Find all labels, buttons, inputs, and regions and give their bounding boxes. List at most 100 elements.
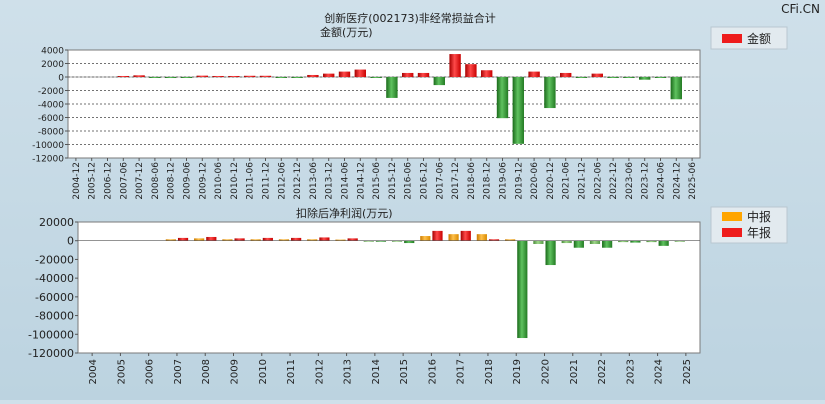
chart1-x-tick-label: 2021-12 (578, 162, 588, 200)
chart2-x-tick-label: 2021 (569, 359, 580, 384)
chart2-legend-swatch-interim (722, 212, 742, 221)
chart2-bar-annual (573, 240, 584, 248)
chart2-legend: 中报 年报 (710, 206, 788, 244)
chart2-bar-annual (545, 240, 556, 266)
chart1-bar (544, 77, 556, 109)
chart1-bar (591, 73, 603, 77)
chart1-bar (212, 75, 224, 77)
chart2-legend-label-annual: 年报 (747, 225, 771, 240)
chart1-legend-box (710, 26, 788, 50)
chart2-bar-interim (391, 240, 403, 242)
chart2-x-tick-label: 2024 (654, 359, 665, 384)
chart2-bar-annual (630, 240, 641, 243)
chart2-x-tick-label: 2017 (456, 359, 467, 384)
chart1-x-tick-label: 2010-12 (230, 162, 240, 200)
chart2-bar-interim (561, 240, 572, 244)
chart2-bar-interim (363, 240, 374, 242)
chart2-x-tick-label: 2015 (399, 359, 410, 384)
chart1-legend-swatch (722, 34, 742, 43)
chart1-x-tick-label: 2018-06 (467, 162, 477, 200)
chart2-bar-interim (646, 240, 657, 243)
chart2-bar-annual (602, 240, 613, 248)
chart2-bar-interim (165, 239, 176, 241)
chart2-bar-interim (476, 234, 487, 241)
chart1-bar (307, 74, 319, 77)
chart1-x-tick-label: 2024-06 (657, 162, 667, 200)
chart2-bar-annual (206, 236, 217, 241)
chart2-x-tick-label: 2018 (484, 359, 495, 384)
chart1-bar (654, 77, 667, 78)
chart1-bar (228, 75, 240, 77)
chart1-bar (180, 77, 193, 78)
chart1-bar (165, 77, 177, 79)
chart2-title: 扣除后净利润(万元) (296, 206, 393, 220)
chart1-x-tick-label: 2024-12 (672, 162, 682, 200)
chart2-x-tick-label: 2023 (625, 359, 636, 384)
chart1-bar (670, 77, 682, 100)
chart1-x-tick-label: 2015-12 (388, 162, 398, 200)
chart1-x-tick-label: 2012-12 (293, 162, 303, 200)
chart1-x-tick-label: 2017-12 (451, 162, 461, 200)
chart2-x-tick-label: 2011 (286, 359, 297, 384)
chart1-x-tick-label: 2019-12 (514, 162, 524, 200)
chart2-y-tick-label: -120000 (28, 347, 74, 360)
chart2-x-tick-label: 2016 (427, 359, 438, 384)
chart2-bar-annual (262, 237, 273, 241)
chart2-bar-annual (460, 230, 471, 241)
chart2-bars (78, 230, 700, 339)
chart1-x-tick-label: 2007-12 (135, 162, 145, 200)
chart2-bar-interim (335, 239, 346, 241)
chart2-bar-annual (347, 238, 358, 241)
chart2-y-tick-label: 20000 (39, 216, 74, 229)
chart2-x-tick-label: 2025 (682, 359, 693, 384)
chart1-bar (196, 75, 208, 77)
chart2-bar-interim (194, 238, 205, 241)
chart2-x-tick-label: 2020 (541, 359, 552, 384)
chart1-bar (323, 73, 335, 77)
chart1-bar (370, 77, 382, 78)
chart1-x-tick-label: 2018-12 (483, 162, 493, 200)
chart1-y-tick-label: 0 (58, 74, 64, 84)
chart2-x-tick-label: 2019 (512, 359, 523, 384)
chart2-bar-interim (222, 239, 233, 241)
chart1-x-tick-label: 2011-06 (246, 162, 256, 200)
chart1-title: 创新医疗(002173)非经常损益合计 (324, 11, 496, 25)
chart1-y-tick-label: -12000 (32, 155, 64, 165)
chart1-x-tick-label: 2023-06 (625, 162, 635, 200)
chart1-x-tick-label: 2019-06 (499, 162, 509, 200)
chart1-x-tick-label: 2010-06 (214, 162, 224, 200)
chart1-x-tick-label: 2008-12 (167, 162, 177, 200)
chart1-bar (149, 77, 161, 78)
chart2-x-tick-label: 2007 (173, 359, 184, 384)
chart2-y-tick-label: -60000 (35, 291, 74, 304)
chart2-x-tick-label: 2022 (597, 359, 608, 384)
chart2-y-tick-label: 0 (67, 235, 74, 248)
chart2-bar-annual (517, 240, 528, 339)
chart1-x-tick-label: 2013-06 (309, 162, 319, 200)
chart2-x-tick-label: 2014 (371, 359, 382, 384)
chart1-x-tick-label: 2014-06 (341, 162, 351, 200)
chart1-bar (402, 72, 414, 77)
chart1-y-tick-label: -8000 (38, 128, 64, 138)
chart2-x-tick-label: 2010 (258, 359, 269, 384)
chart2-x-tick-label: 2013 (343, 359, 354, 384)
chart1-y-tick-label: -4000 (38, 101, 64, 111)
chart1-bar (386, 77, 398, 98)
chart2-bar-annual (404, 240, 415, 244)
chart1-bar (639, 77, 651, 80)
chart1-bar (496, 77, 509, 119)
chart1-x-tick-label: 2020-12 (546, 162, 556, 200)
chart1-y-tick-labels: 4000 2000 0 -2000 -4000 -6000 -8000 -10000 -1200… (32, 47, 64, 165)
chart1-bar (433, 77, 445, 86)
chart2-bar-annual (658, 240, 669, 246)
chart2-bar-interim (448, 234, 459, 241)
chart1-x-tick-label: 2022-06 (593, 162, 603, 200)
chart2-bar-annual (291, 237, 302, 241)
chart1-y-tick-label: -10000 (32, 141, 64, 151)
chart1-x-tick-label: 2015-06 (372, 162, 382, 200)
chart2-bar-annual (234, 238, 245, 241)
chart1-x-tick-label: 2016-06 (404, 162, 414, 200)
chart2-bar-interim (589, 240, 601, 244)
